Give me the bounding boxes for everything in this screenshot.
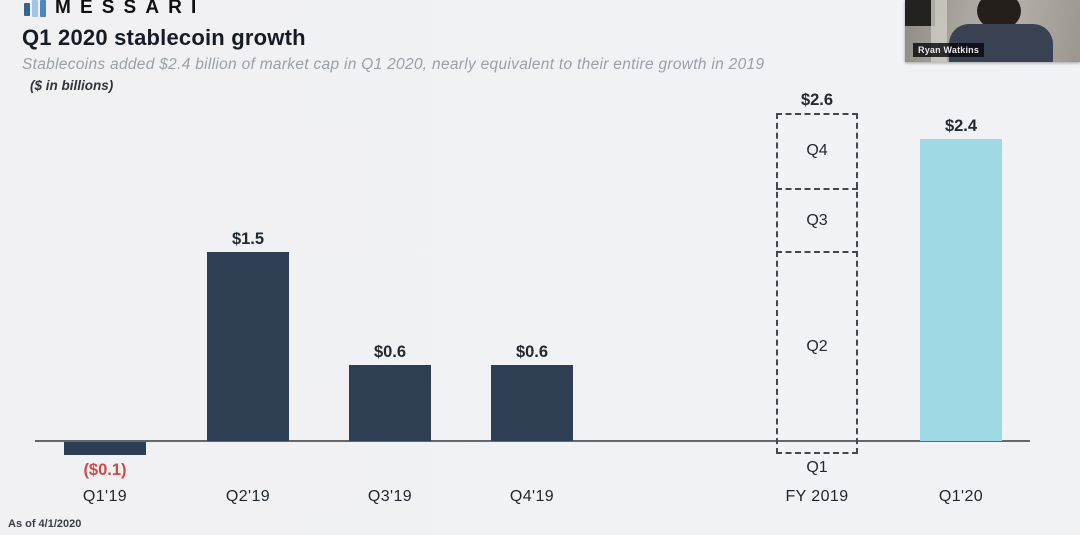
value-label-q4-19: $0.6 <box>515 343 549 362</box>
page-title: Q1 2020 stablecoin growth <box>22 25 306 50</box>
fy-dashed-box-fy-2019 <box>776 113 858 454</box>
value-label-q1-19: ($0.1) <box>83 460 127 479</box>
x-axis-line <box>35 440 1030 442</box>
segment-label-q1: Q1 <box>806 458 828 476</box>
category-label-q2-19: Q2'19 <box>225 488 271 505</box>
category-label-q3-19: Q3'19 <box>367 488 413 505</box>
bar-q1-19 <box>64 442 146 455</box>
category-label-q4-19: Q4'19 <box>509 488 555 505</box>
webcam-background <box>905 0 935 26</box>
brand-wordmark: MESSARI <box>55 0 206 18</box>
category-label-q1-19: Q1'19 <box>82 488 128 505</box>
subtitle: Stablecoins added $2.4 billion of market… <box>22 56 765 73</box>
bar-q1-20 <box>920 138 1002 441</box>
bar-q4-19 <box>491 365 573 441</box>
bar-q3-19 <box>349 365 431 441</box>
segment-divider-q3 <box>776 251 858 253</box>
logo-bar-left <box>24 3 30 16</box>
bar-q2-19 <box>207 252 289 441</box>
messari-logo-icon <box>24 0 46 17</box>
segment-divider-q4 <box>776 188 858 190</box>
messari-logo: MESSARI <box>24 0 205 18</box>
webcam-video-tile[interactable]: Ryan Watkins <box>905 0 1080 62</box>
value-label-fy-2019: $2.6 <box>800 91 834 110</box>
category-label-fy-2019: FY 2019 <box>785 488 849 505</box>
value-label-q2-19: $1.5 <box>231 230 265 248</box>
value-label-q3-19: $0.6 <box>373 343 407 362</box>
segment-label-q2: Q2 <box>806 337 828 355</box>
value-label-q1-20: $2.4 <box>944 116 978 135</box>
logo-bar-right <box>40 0 46 17</box>
as-of-date: As of 4/1/2020 <box>8 518 82 530</box>
units-note: ($ in billions) <box>30 78 114 93</box>
segment-label-q4: Q4 <box>806 142 828 160</box>
segment-label-q3: Q3 <box>806 211 828 229</box>
logo-bar-middle <box>32 0 38 17</box>
presenter-name-label: Ryan Watkins <box>913 43 985 57</box>
category-label-q1-20: Q1'20 <box>938 488 984 505</box>
